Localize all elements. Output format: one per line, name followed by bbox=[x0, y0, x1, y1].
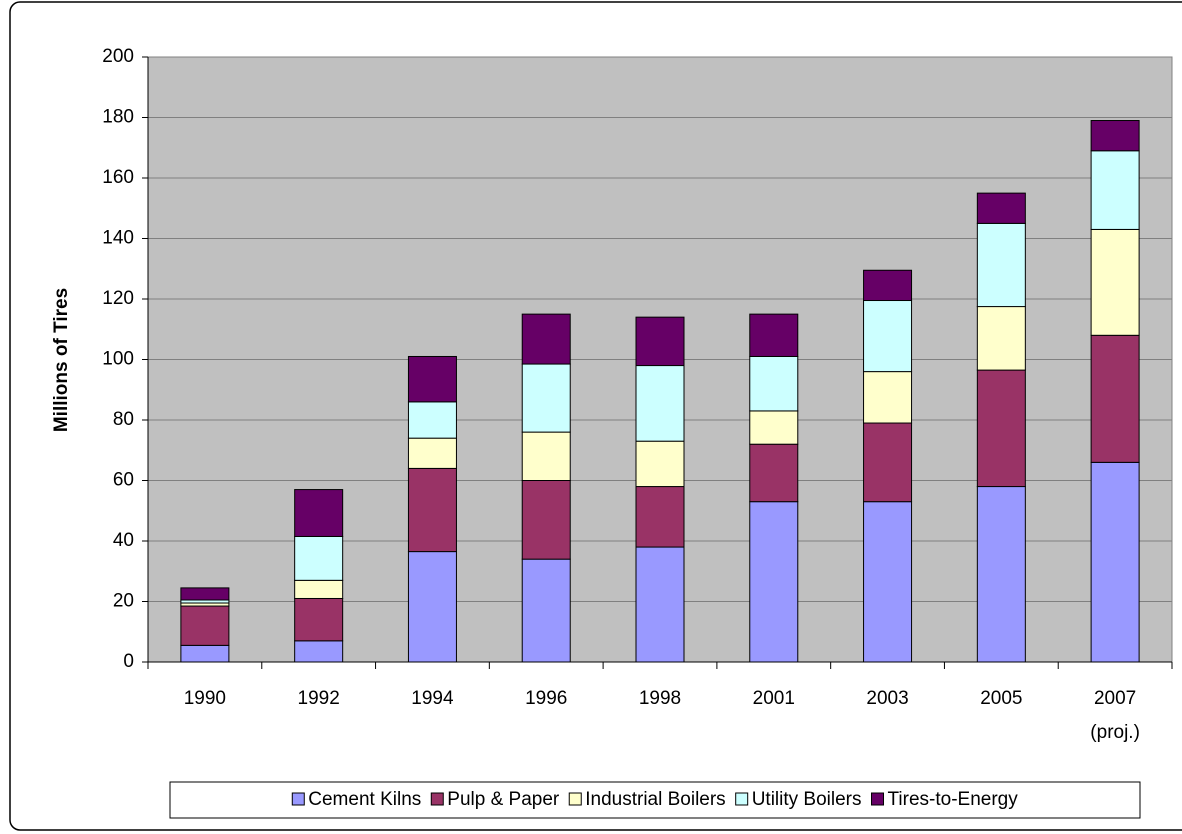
x-tick-label: 1996 bbox=[525, 688, 568, 709]
legend-swatch bbox=[735, 792, 749, 806]
bar-segment bbox=[294, 640, 344, 663]
x-tick-label: 2001 bbox=[752, 688, 795, 709]
bar-segment bbox=[635, 365, 685, 442]
legend-label: Tires-to-Energy bbox=[888, 789, 1019, 810]
legend-label: Industrial Boilers bbox=[585, 789, 725, 810]
y-tick-label: 40 bbox=[113, 530, 134, 551]
bar-segment bbox=[407, 551, 457, 663]
bar-segment bbox=[635, 486, 685, 548]
y-tick-label: 100 bbox=[102, 349, 134, 370]
x-tick-label: 2007 (proj.) bbox=[1090, 688, 1140, 743]
bar-segment bbox=[294, 597, 344, 642]
y-tick-label: 180 bbox=[102, 107, 134, 128]
x-tick-label: 1990 bbox=[183, 688, 227, 709]
x-tick-label: 1998 bbox=[638, 688, 682, 709]
legend-label: Cement Kilns bbox=[308, 789, 421, 810]
bar-segment bbox=[976, 486, 1026, 663]
bar-segment bbox=[1090, 228, 1140, 336]
legend-label: Pulp & Paper bbox=[447, 789, 560, 810]
bar-segment bbox=[976, 369, 1026, 488]
bar-segment bbox=[294, 535, 344, 581]
legend-swatch bbox=[568, 792, 582, 806]
bar-segment bbox=[294, 489, 344, 537]
bar-segment bbox=[407, 355, 457, 403]
legend-box bbox=[169, 781, 1141, 819]
bar-segment bbox=[749, 313, 799, 357]
bar-segment bbox=[863, 422, 913, 503]
bar-segment bbox=[407, 401, 457, 439]
bar-segment bbox=[1090, 461, 1140, 663]
bar-segment bbox=[294, 579, 344, 599]
y-tick-label: 60 bbox=[113, 470, 134, 491]
bar-segment bbox=[863, 501, 913, 663]
legend-swatch bbox=[291, 792, 305, 806]
bar-segment bbox=[635, 316, 685, 367]
y-tick-label: 80 bbox=[113, 409, 134, 430]
bar-segment bbox=[976, 306, 1026, 371]
legend-swatch bbox=[430, 792, 444, 806]
bar-segment bbox=[180, 644, 230, 663]
bar-segment bbox=[1090, 150, 1140, 230]
y-tick-label: 200 bbox=[102, 46, 134, 67]
bar-segment bbox=[635, 546, 685, 663]
bar-segment bbox=[976, 222, 1026, 308]
bar-segment bbox=[180, 605, 230, 646]
x-tick-label: 2005 bbox=[980, 688, 1023, 709]
bar-segment bbox=[1090, 334, 1140, 463]
y-axis-label: Millions of Tires bbox=[51, 288, 72, 432]
legend-swatch bbox=[871, 792, 885, 806]
bar-segment bbox=[976, 192, 1026, 224]
bar-segment bbox=[863, 371, 913, 424]
y-tick-label: 160 bbox=[102, 167, 134, 188]
bar-segment bbox=[1090, 120, 1140, 152]
legend-label: Utility Boilers bbox=[752, 789, 862, 810]
bar-segment bbox=[407, 467, 457, 553]
bar-segment bbox=[521, 313, 571, 365]
x-tick-label: 1994 bbox=[411, 688, 454, 709]
bar-segment bbox=[863, 269, 913, 302]
bar-segment bbox=[407, 437, 457, 469]
y-tick-label: 0 bbox=[123, 651, 134, 672]
bar-segment bbox=[749, 355, 799, 412]
y-tick-label: 140 bbox=[102, 228, 134, 249]
bar-segment bbox=[749, 443, 799, 503]
bar-segment bbox=[749, 501, 799, 663]
x-tick-label: 2003 bbox=[866, 688, 909, 709]
bar-segment bbox=[521, 558, 571, 663]
bar-segment bbox=[521, 431, 571, 482]
bar-segment bbox=[521, 363, 571, 433]
bar-segment bbox=[180, 587, 230, 601]
x-tick-label: 1992 bbox=[297, 688, 340, 709]
y-tick-label: 120 bbox=[102, 288, 134, 309]
bar-segment bbox=[863, 300, 913, 373]
bar-segment bbox=[635, 440, 685, 488]
bar-segment bbox=[521, 480, 571, 560]
y-tick-label: 20 bbox=[113, 591, 134, 612]
bar-segment bbox=[749, 410, 799, 445]
